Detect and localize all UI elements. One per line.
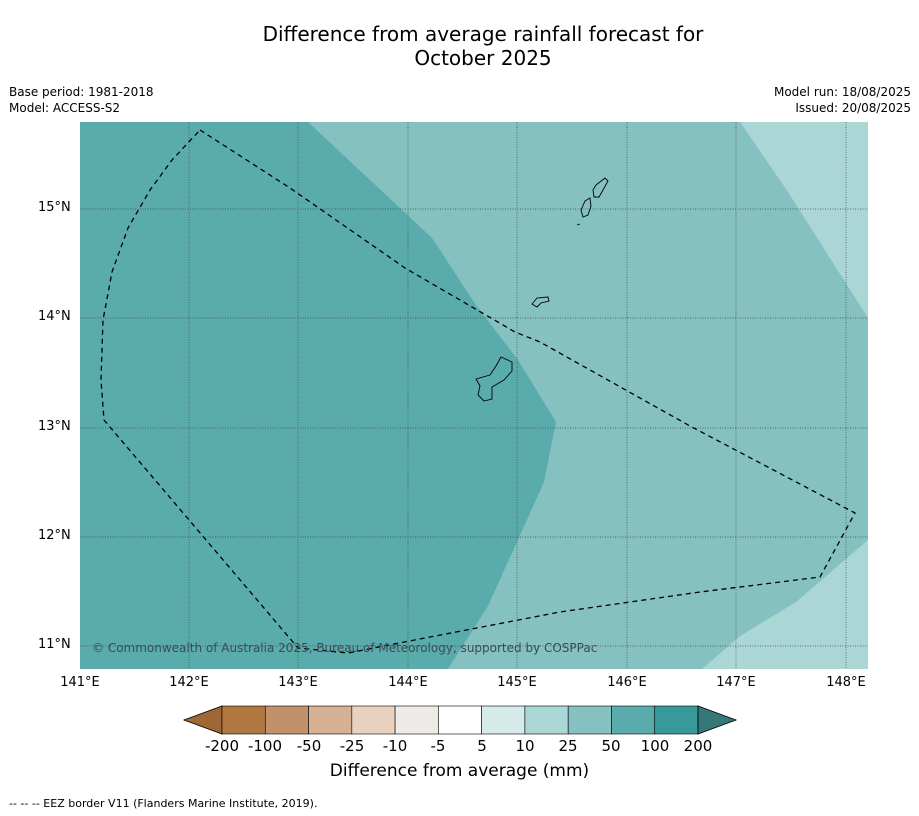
colorbar-label: 5 (477, 737, 487, 755)
colorbar-title: Difference from average (mm) (329, 761, 590, 781)
colorbar-swatch (611, 705, 656, 735)
grid-lines (80, 122, 868, 669)
title-line-1: Difference from average rainfall forecas… (262, 22, 704, 46)
lat-label-11n: 11°N (38, 637, 71, 652)
colorbar-label: -10 (382, 737, 408, 755)
lon-label-148e: 148°E (826, 675, 866, 690)
lat-label-14n: 14°N (38, 309, 71, 324)
rainfall-band-10-25-northeast (740, 122, 868, 318)
lat-label-15n: 15°N (38, 200, 71, 215)
eez-legend-note: -- -- -- EEZ border V11 (Flanders Marine… (9, 797, 318, 810)
copyright-notice: © Commonwealth of Australia 2025, Bureau… (92, 641, 598, 655)
lat-label-12n: 12°N (38, 528, 71, 543)
issued-date: Issued: 20/08/2025 (795, 101, 911, 115)
tinian-island (580, 197, 592, 218)
model-run: Model run: 18/08/2025 (773, 85, 911, 99)
colorbar-swatch (438, 705, 482, 735)
colorbar (182, 705, 738, 735)
colorbar-swatch (308, 705, 353, 735)
rota-island (531, 296, 550, 308)
lon-label-142e: 142°E (169, 675, 209, 690)
colorbar-label: -50 (296, 737, 322, 755)
lat-label-13n: 13°N (38, 419, 71, 434)
title-line-2: October 2025 (414, 46, 552, 70)
colorbar-swatch (524, 705, 569, 735)
map-title: Difference from average rainfall forecas… (0, 22, 919, 70)
colorbar-label: 50 (601, 737, 621, 755)
colorbar-swatch (654, 705, 699, 735)
base-period: Base period: 1981-2018 (9, 85, 154, 99)
lon-label-145e: 145°E (497, 675, 537, 690)
colorbar-label: 100 (640, 737, 670, 755)
rainfall-field (80, 122, 868, 669)
lon-label-141e: 141°E (60, 675, 100, 690)
model-name: Model: ACCESS-S2 (9, 101, 121, 115)
colorbar-label: 200 (683, 737, 713, 755)
colorbar-swatch (567, 705, 612, 735)
lon-label-143e: 143°E (278, 675, 318, 690)
meta-right: Model run: 18/08/2025 Issued: 20/08/2025 (774, 84, 911, 116)
guam-island (475, 356, 513, 402)
lon-label-146e: 146°E (607, 675, 647, 690)
meta-left: Base period: 1981-2018 Model: ACCESS-S2 (9, 84, 154, 116)
colorbar-label: -100 (247, 737, 283, 755)
colorbar-label: -5 (430, 737, 446, 755)
lon-label-147e: 147°E (716, 675, 756, 690)
aguijan-islet (576, 223, 581, 226)
colorbar-swatch (221, 705, 266, 735)
colorbar-label: -200 (204, 737, 240, 755)
colorbar-swatch (394, 705, 439, 735)
colorbar-swatch (264, 705, 309, 735)
eez-border (100, 129, 856, 654)
colorbar-label: 10 (515, 737, 535, 755)
rainfall-band-10-25-southeast (702, 540, 868, 669)
lon-label-144e: 144°E (388, 675, 428, 690)
colorbar-swatch (481, 705, 526, 735)
colorbar-label: -25 (339, 737, 365, 755)
colorbar-extend-low (182, 705, 223, 735)
colorbar-swatch (351, 705, 396, 735)
colorbar-label: 25 (558, 737, 578, 755)
colorbar-extend-high (697, 705, 738, 735)
saipan-island (592, 177, 609, 198)
